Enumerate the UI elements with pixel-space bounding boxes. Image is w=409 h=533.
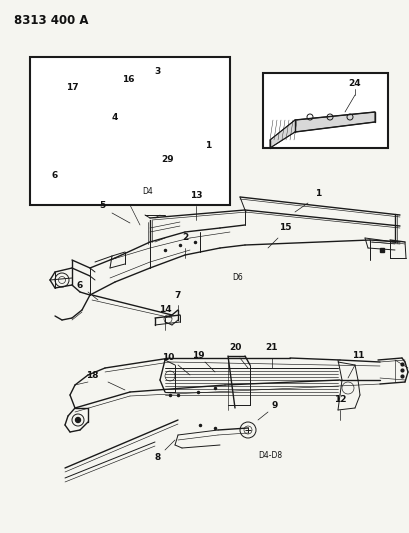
Text: D4-D8: D4-D8 — [257, 450, 281, 459]
Text: 16: 16 — [121, 76, 134, 85]
Text: 9: 9 — [271, 400, 278, 409]
Text: 5: 5 — [99, 200, 105, 209]
Text: D4: D4 — [142, 188, 153, 197]
Text: 17: 17 — [65, 84, 78, 93]
Circle shape — [75, 417, 80, 423]
Bar — [262, 73, 387, 148]
Text: 12: 12 — [333, 395, 346, 405]
Bar — [30, 57, 229, 205]
Polygon shape — [270, 112, 374, 148]
Text: 19: 19 — [191, 351, 204, 359]
Text: 29: 29 — [161, 156, 174, 165]
Text: 3: 3 — [155, 68, 161, 77]
Text: 10: 10 — [162, 353, 174, 362]
Text: 8313 400 A: 8313 400 A — [14, 14, 88, 27]
Text: 1: 1 — [314, 189, 320, 198]
Text: 6: 6 — [52, 171, 58, 180]
Text: 20: 20 — [228, 343, 240, 352]
Text: 11: 11 — [351, 351, 363, 359]
Text: 8: 8 — [155, 454, 161, 463]
Text: D6: D6 — [232, 273, 243, 282]
Text: 21: 21 — [265, 343, 278, 352]
Text: 4: 4 — [112, 114, 118, 123]
Text: 15: 15 — [278, 223, 290, 232]
Text: 13: 13 — [189, 191, 202, 200]
Text: 7: 7 — [174, 290, 181, 300]
Text: 18: 18 — [85, 370, 98, 379]
Text: 14: 14 — [158, 305, 171, 314]
Text: 2: 2 — [182, 233, 188, 243]
Text: 1: 1 — [204, 141, 211, 149]
Text: 24: 24 — [348, 79, 360, 88]
Text: 6: 6 — [77, 280, 83, 289]
